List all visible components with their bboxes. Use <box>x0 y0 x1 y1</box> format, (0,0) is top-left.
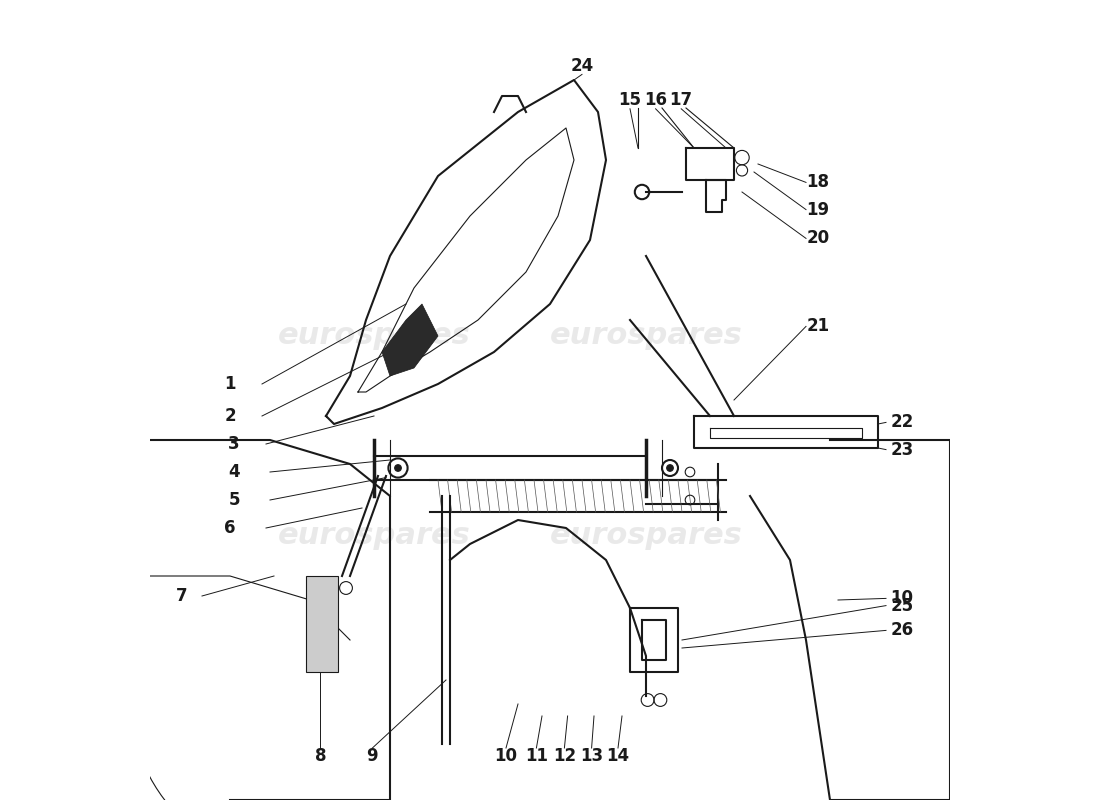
Text: 18: 18 <box>806 174 829 191</box>
Circle shape <box>395 465 402 471</box>
Text: 26: 26 <box>890 622 914 639</box>
Text: 14: 14 <box>606 747 629 765</box>
Text: 7: 7 <box>176 587 188 605</box>
Text: 1: 1 <box>224 375 235 393</box>
Circle shape <box>667 465 673 471</box>
Text: 6: 6 <box>224 519 235 537</box>
Text: 12: 12 <box>553 747 576 765</box>
Text: 3: 3 <box>228 435 240 453</box>
Text: 13: 13 <box>580 747 603 765</box>
Text: eurospares: eurospares <box>550 522 742 550</box>
Text: 24: 24 <box>571 57 594 74</box>
Text: 25: 25 <box>890 597 914 614</box>
Text: eurospares: eurospares <box>277 322 471 350</box>
Text: eurospares: eurospares <box>550 322 742 350</box>
Text: 10: 10 <box>495 747 517 765</box>
FancyBboxPatch shape <box>306 576 338 672</box>
Text: eurospares: eurospares <box>277 522 471 550</box>
Text: 2: 2 <box>224 407 235 425</box>
Text: 19: 19 <box>806 201 829 218</box>
Text: 4: 4 <box>228 463 240 481</box>
Text: 5: 5 <box>229 491 240 509</box>
Text: 17: 17 <box>670 91 693 109</box>
Text: 10: 10 <box>891 590 913 607</box>
Polygon shape <box>382 304 438 376</box>
Text: 15: 15 <box>618 91 641 109</box>
Text: 20: 20 <box>806 230 829 247</box>
Text: 11: 11 <box>525 747 548 765</box>
Text: 23: 23 <box>890 441 914 458</box>
Text: 21: 21 <box>806 318 829 335</box>
Text: 22: 22 <box>890 414 914 431</box>
Text: 8: 8 <box>315 747 326 765</box>
Text: 9: 9 <box>366 747 378 765</box>
Text: 16: 16 <box>645 91 667 109</box>
